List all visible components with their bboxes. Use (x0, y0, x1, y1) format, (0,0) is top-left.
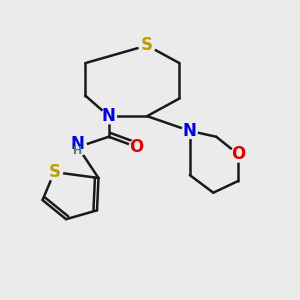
Text: N: N (102, 107, 116, 125)
Text: S: S (48, 163, 60, 181)
Text: O: O (231, 146, 245, 164)
Circle shape (182, 123, 197, 139)
Circle shape (69, 138, 87, 156)
Circle shape (139, 37, 155, 54)
Text: N: N (183, 122, 197, 140)
Circle shape (101, 109, 116, 124)
Text: H: H (73, 146, 83, 156)
Text: S: S (141, 37, 153, 55)
Text: O: O (130, 138, 144, 156)
Circle shape (46, 164, 63, 180)
Circle shape (231, 147, 246, 162)
Text: N: N (71, 135, 85, 153)
Circle shape (129, 140, 144, 155)
